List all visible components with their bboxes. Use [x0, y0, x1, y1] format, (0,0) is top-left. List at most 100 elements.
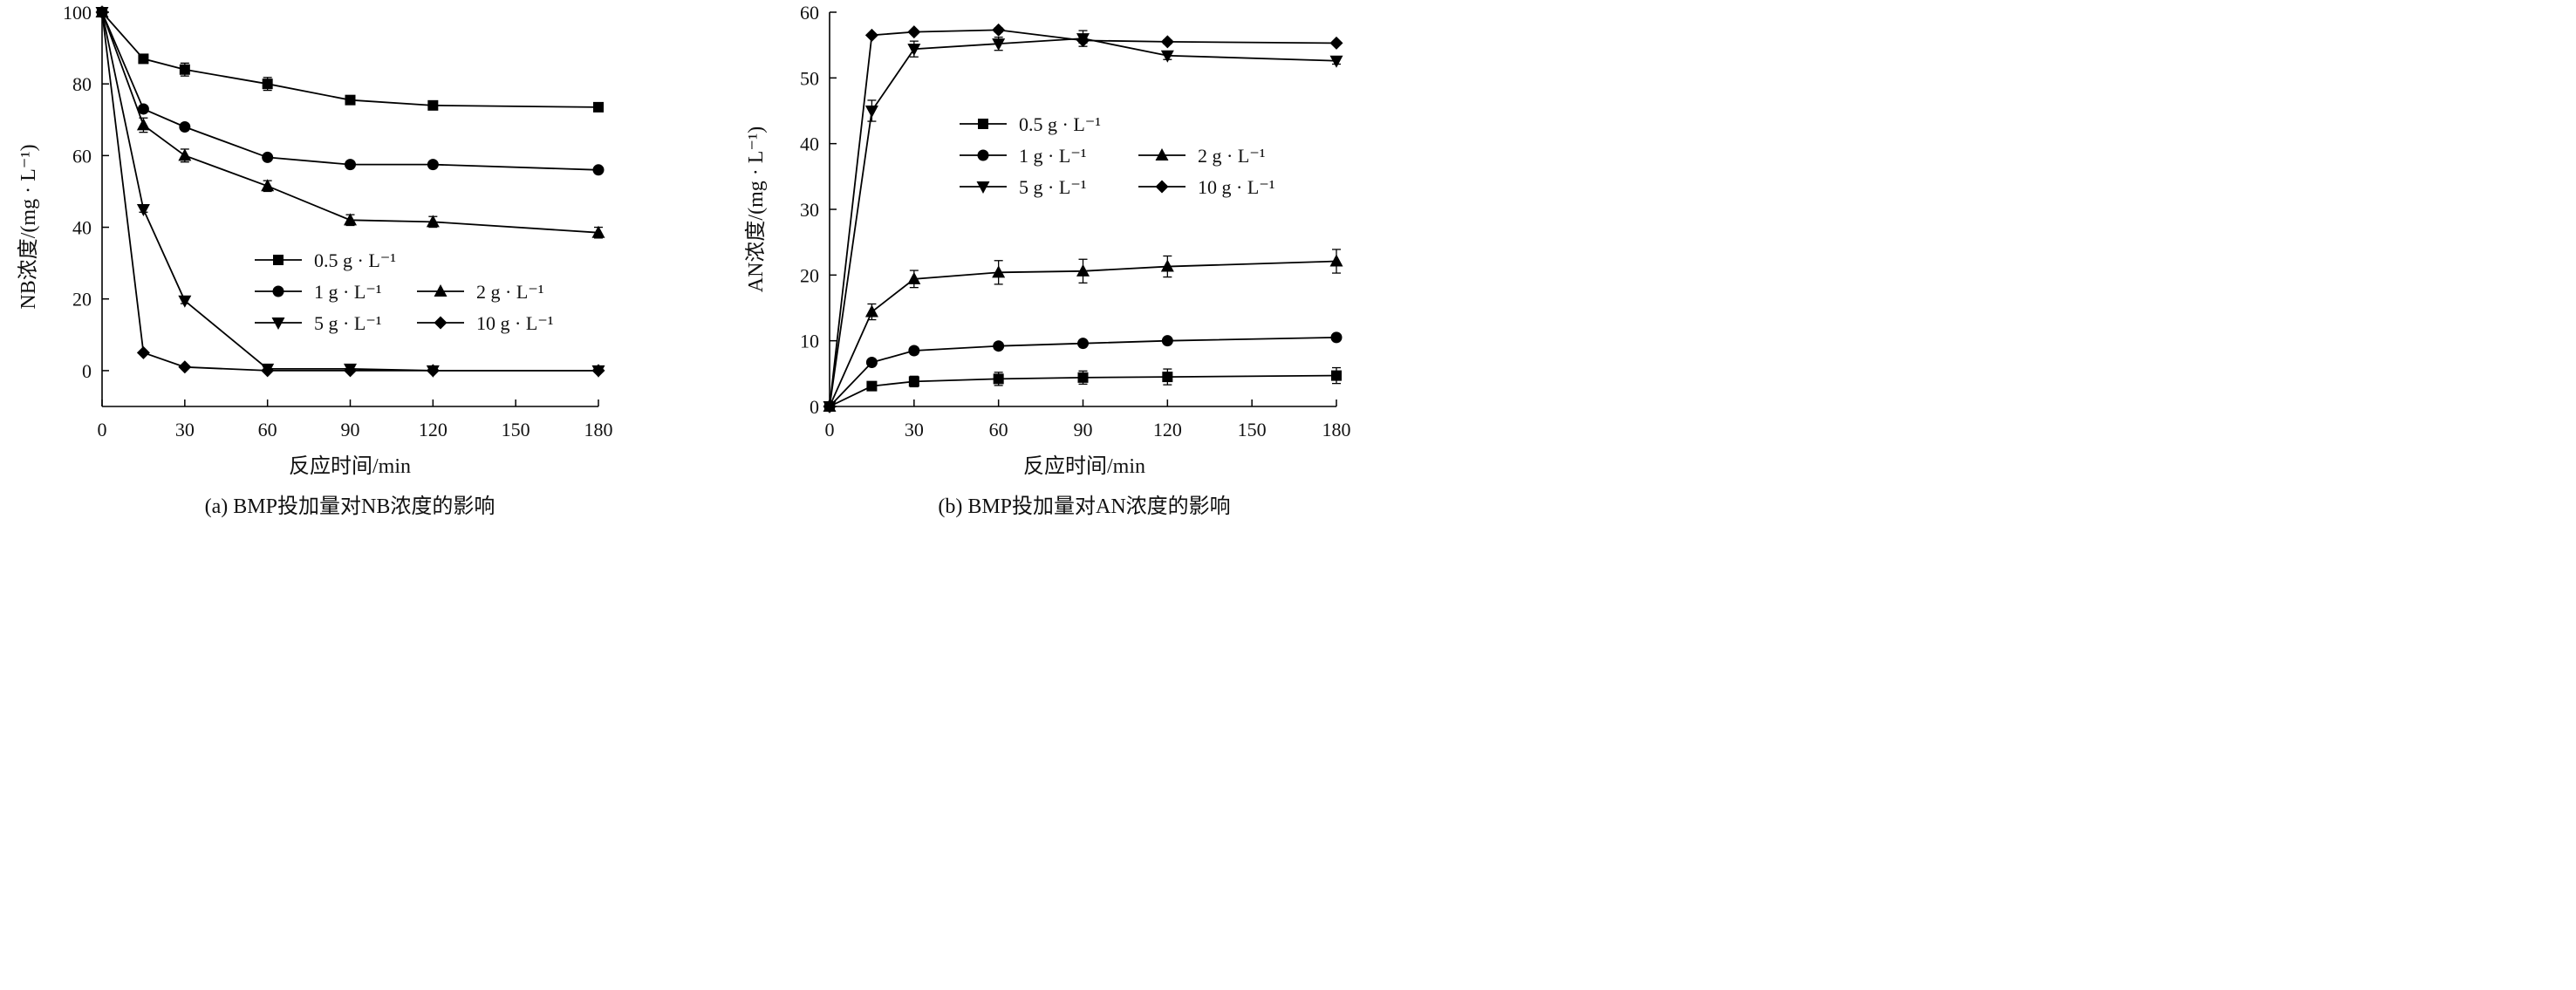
series-square	[97, 7, 604, 113]
x-tick-label: 90	[341, 419, 360, 440]
series-circle	[823, 331, 1343, 413]
data-point	[261, 364, 275, 378]
series-triangle-down	[823, 30, 1343, 413]
x-tick-label: 150	[1238, 419, 1267, 440]
y-axis-title: NB浓度/(mg · L⁻¹)	[17, 144, 40, 309]
figure-stage: 0 20 40 60 80 100 0 30 60 90 120 150 180 反应时间/min NB浓度…	[0, 0, 1368, 525]
legend-marker	[434, 316, 448, 330]
data-point	[427, 159, 439, 171]
series-triangle-up	[823, 249, 1343, 412]
legend-label: 0.5 g · L⁻¹	[1019, 113, 1101, 135]
data-point	[136, 204, 150, 216]
data-point	[427, 99, 439, 111]
data-point	[591, 225, 605, 238]
data-point	[864, 304, 878, 317]
data-point	[992, 265, 1006, 278]
legend-label: 10 g · L⁻¹	[1198, 176, 1274, 198]
x-tick-label: 150	[502, 419, 530, 440]
data-point	[1077, 372, 1089, 383]
y-tick-label: 60	[72, 145, 92, 167]
data-point	[593, 101, 604, 113]
series-line	[829, 29, 1337, 407]
legend-marker	[1155, 180, 1169, 194]
series-diamond	[823, 23, 1343, 413]
figure-caption: (a) BMP投加量对NB浓度的影响	[205, 495, 495, 518]
legend-label: 2 g · L⁻¹	[1198, 145, 1265, 167]
data-point	[907, 44, 921, 57]
data-point	[591, 364, 605, 378]
data-point	[1329, 55, 1343, 68]
legend: 0.5 g · L⁻¹ 1 g · L⁻¹ 2 g · L⁻¹ 5 g · L⁻¹ 10…	[960, 113, 1274, 198]
data-point	[1329, 36, 1343, 50]
x-tick-label: 120	[419, 419, 448, 440]
y-tick-label: 100	[63, 2, 92, 24]
data-point	[345, 159, 356, 171]
data-point	[908, 345, 920, 357]
x-axis-title: 反应时间/min	[289, 454, 411, 478]
legend: 0.5 g · L⁻¹ 1 g · L⁻¹ 2 g · L⁻¹ 5 g · L⁻¹ 10…	[255, 249, 553, 334]
y-tick-label: 10	[800, 331, 819, 352]
x-axis-title: 反应时间/min	[1023, 454, 1145, 478]
data-point	[261, 179, 275, 192]
data-point	[426, 364, 440, 378]
data-point	[344, 213, 357, 226]
data-point	[1160, 50, 1174, 63]
data-point	[426, 215, 440, 228]
data-point	[1160, 35, 1174, 49]
legend-marker	[434, 284, 448, 297]
x-tick-label: 60	[258, 419, 277, 440]
data-point	[95, 5, 109, 19]
series-diamond	[95, 5, 605, 378]
data-point	[262, 79, 273, 90]
data-point	[864, 28, 878, 42]
y-tick-label: 40	[72, 217, 92, 239]
data-point	[1076, 263, 1090, 277]
y-tick-label: 80	[72, 73, 92, 95]
legend-marker	[977, 149, 989, 161]
data-point	[1331, 370, 1342, 381]
data-point	[137, 103, 149, 115]
x-tick-label: 0	[825, 419, 835, 440]
data-point	[1162, 372, 1173, 383]
chart-panel-b: 0 10 20 30 40 50 60 0 30 60 90 120 150 180 反应时间/min AN浓…	[744, 2, 1351, 518]
data-point	[1329, 254, 1343, 267]
legend-label: 0.5 g · L⁻¹	[314, 249, 396, 271]
data-point	[1160, 259, 1174, 272]
legend-label: 5 g · L⁻¹	[1019, 176, 1086, 198]
data-point	[864, 106, 878, 118]
chart-panel-a: 0 20 40 60 80 100 0 30 60 90 120 150 180 反应时间/min NB浓度…	[17, 2, 613, 518]
data-point	[993, 340, 1005, 352]
legend-marker	[1155, 148, 1169, 160]
legend-marker	[978, 119, 988, 129]
legend-label: 2 g · L⁻¹	[476, 281, 543, 303]
y-tick-label: 0	[810, 396, 819, 418]
data-point	[344, 364, 357, 378]
data-point	[179, 64, 190, 75]
x-tick-label: 90	[1074, 419, 1093, 440]
legend-label: 1 g · L⁻¹	[314, 281, 381, 303]
data-point	[908, 376, 919, 387]
legend-marker	[271, 317, 285, 330]
series-line	[101, 11, 599, 234]
y-tick-label: 0	[82, 360, 92, 382]
y-tick-label: 50	[800, 67, 819, 89]
y-tick-label: 20	[72, 289, 92, 311]
y-tick-label: 20	[800, 264, 819, 286]
x-tick-label: 180	[1322, 419, 1351, 440]
data-point	[865, 357, 878, 369]
series-circle	[96, 6, 605, 176]
series-line	[101, 11, 599, 108]
data-point	[992, 23, 1006, 37]
legend-marker	[272, 285, 284, 297]
y-tick-label: 40	[800, 133, 819, 155]
y-axis-title: AN浓度/(mg · L⁻¹)	[744, 126, 768, 293]
data-point	[345, 94, 356, 106]
data-point	[178, 148, 192, 161]
data-point	[993, 373, 1004, 385]
figure-caption: (b) BMP投加量对AN浓度的影响	[938, 495, 1230, 518]
data-point	[1076, 33, 1090, 47]
legend-marker	[273, 255, 284, 265]
data-point	[592, 164, 605, 176]
series-line	[101, 11, 599, 171]
series-triangle-up	[95, 5, 605, 239]
